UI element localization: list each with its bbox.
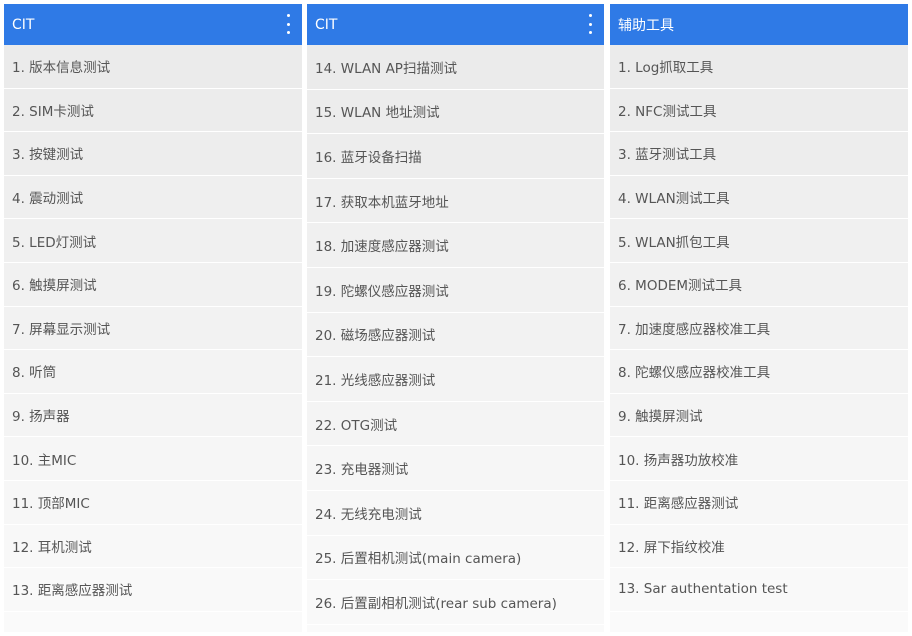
list-item[interactable]: 17. 获取本机蓝牙地址 xyxy=(307,178,604,224)
list-item[interactable]: 2. NFC测试工具 xyxy=(610,88,908,133)
list-item[interactable]: 13. 距离感应器测试 xyxy=(4,568,302,612)
list-item[interactable]: 6. MODEM测试工具 xyxy=(610,262,908,307)
list-item[interactable]: 11. 距离感应器测试 xyxy=(610,480,908,525)
list-item[interactable]: 4. 震动测试 xyxy=(4,175,302,220)
list-item[interactable]: 26. 后置副相机测试(rear sub camera) xyxy=(307,580,604,625)
app-bar-title: 辅助工具 xyxy=(618,17,674,34)
cit-panel-1: CIT 1. 版本信息测试 2. SIM卡测试 3. 按键测试 4. 震动测试 5. L… xyxy=(4,4,302,632)
app-bar: CIT xyxy=(4,4,302,45)
list-item[interactable]: 1. 版本信息测试 xyxy=(4,45,302,89)
list-item[interactable]: 14. WLAN AP扫描测试 xyxy=(307,45,604,90)
list-item[interactable]: 13. Sar authentation test xyxy=(610,568,908,612)
tools-panel: 辅助工具 1. Log抓取工具 2. NFC测试工具 3. 蓝牙测试工具 4. WLA… xyxy=(610,4,908,632)
list-item[interactable]: 11. 顶部MIC xyxy=(4,480,302,525)
list-item[interactable]: 8. 听筒 xyxy=(4,350,302,394)
overflow-menu-icon[interactable] xyxy=(286,14,290,34)
app-bar-title: CIT xyxy=(12,16,35,33)
cit-panel-2: CIT 14. WLAN AP扫描测试 15. WLAN 地址测试 16. 蓝牙设备… xyxy=(307,4,604,632)
list-item[interactable]: 22. OTG测试 xyxy=(307,401,604,447)
list-item[interactable]: 1. Log抓取工具 xyxy=(610,45,908,89)
list-item[interactable]: 9. 触摸屏测试 xyxy=(610,393,908,438)
list-item[interactable]: 9. 扬声器 xyxy=(4,393,302,438)
list-item[interactable]: 25. 后置相机测试(main camera) xyxy=(307,535,604,581)
list-item[interactable]: 21. 光线感应器测试 xyxy=(307,357,604,402)
overflow-menu-icon[interactable] xyxy=(588,14,592,34)
list-item[interactable]: 18. 加速度感应器测试 xyxy=(307,223,604,268)
test-list: 1. 版本信息测试 2. SIM卡测试 3. 按键测试 4. 震动测试 5. LED灯测… xyxy=(4,45,302,612)
test-list: 14. WLAN AP扫描测试 15. WLAN 地址测试 16. 蓝牙设备扫描 17… xyxy=(307,45,604,625)
list-item[interactable]: 24. 无线充电测试 xyxy=(307,490,604,536)
list-item[interactable]: 16. 蓝牙设备扫描 xyxy=(307,134,604,179)
app-bar-title: CIT xyxy=(315,16,338,33)
list-item[interactable]: 3. 蓝牙测试工具 xyxy=(610,132,908,176)
app-bar: CIT xyxy=(307,4,604,45)
list-item[interactable]: 20. 磁场感应器测试 xyxy=(307,312,604,358)
list-item[interactable]: 5. LED灯测试 xyxy=(4,219,302,263)
app-bar: 辅助工具 xyxy=(610,4,908,45)
list-item[interactable]: 15. WLAN 地址测试 xyxy=(307,89,604,135)
list-item[interactable]: 2. SIM卡测试 xyxy=(4,88,302,133)
list-item[interactable]: 12. 屏下指纹校准 xyxy=(610,524,908,569)
list-item[interactable]: 7. 屏幕显示测试 xyxy=(4,306,302,351)
list-item[interactable]: 3. 按键测试 xyxy=(4,132,302,176)
list-item[interactable]: 4. WLAN测试工具 xyxy=(610,175,908,220)
list-item[interactable]: 10. 扬声器功放校准 xyxy=(610,437,908,481)
list-item[interactable]: 12. 耳机测试 xyxy=(4,524,302,569)
list-item[interactable]: 7. 加速度感应器校准工具 xyxy=(610,306,908,351)
list-item[interactable]: 5. WLAN抓包工具 xyxy=(610,219,908,263)
tool-list: 1. Log抓取工具 2. NFC测试工具 3. 蓝牙测试工具 4. WLAN测试工具… xyxy=(610,45,908,612)
list-item[interactable]: 19. 陀螺仪感应器测试 xyxy=(307,267,604,313)
list-item[interactable]: 23. 充电器测试 xyxy=(307,446,604,491)
list-item[interactable]: 6. 触摸屏测试 xyxy=(4,262,302,307)
list-item[interactable]: 8. 陀螺仪感应器校准工具 xyxy=(610,350,908,394)
list-item[interactable]: 10. 主MIC xyxy=(4,437,302,481)
